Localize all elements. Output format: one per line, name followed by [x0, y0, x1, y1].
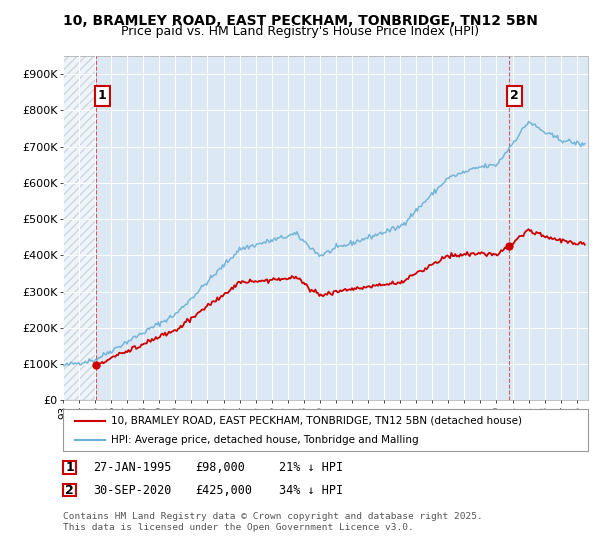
- Text: Contains HM Land Registry data © Crown copyright and database right 2025.
This d: Contains HM Land Registry data © Crown c…: [63, 512, 483, 532]
- Text: 10, BRAMLEY ROAD, EAST PECKHAM, TONBRIDGE, TN12 5BN: 10, BRAMLEY ROAD, EAST PECKHAM, TONBRIDG…: [62, 14, 538, 28]
- Text: 10, BRAMLEY ROAD, EAST PECKHAM, TONBRIDGE, TN12 5BN (detached house): 10, BRAMLEY ROAD, EAST PECKHAM, TONBRIDG…: [111, 416, 522, 426]
- Text: 2: 2: [65, 483, 74, 497]
- Text: HPI: Average price, detached house, Tonbridge and Malling: HPI: Average price, detached house, Tonb…: [111, 435, 419, 445]
- Text: £425,000: £425,000: [195, 483, 252, 497]
- Text: 2: 2: [510, 90, 519, 102]
- Text: 1: 1: [65, 461, 74, 474]
- Text: 30-SEP-2020: 30-SEP-2020: [93, 483, 172, 497]
- Text: Price paid vs. HM Land Registry's House Price Index (HPI): Price paid vs. HM Land Registry's House …: [121, 25, 479, 38]
- Text: £98,000: £98,000: [195, 461, 245, 474]
- Text: 27-JAN-1995: 27-JAN-1995: [93, 461, 172, 474]
- Text: 21% ↓ HPI: 21% ↓ HPI: [279, 461, 343, 474]
- Text: 1: 1: [98, 90, 107, 102]
- Text: 34% ↓ HPI: 34% ↓ HPI: [279, 483, 343, 497]
